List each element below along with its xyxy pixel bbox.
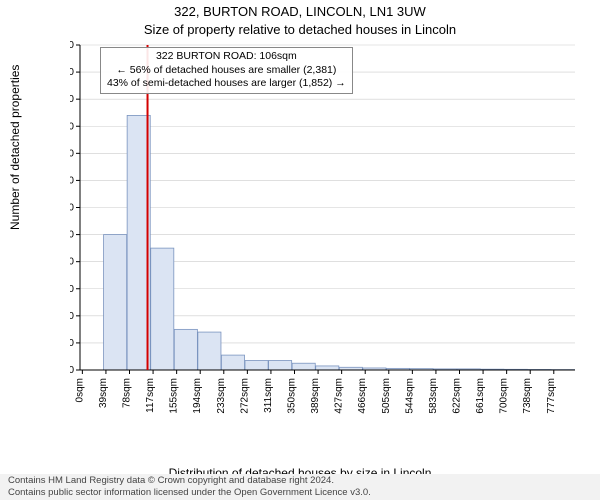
chart-subtitle: Size of property relative to detached ho… — [0, 22, 600, 37]
x-tick-label: 0sqm — [74, 378, 85, 402]
x-tick-label: 78sqm — [122, 378, 133, 408]
x-tick-label: 272sqm — [239, 378, 250, 414]
callout-line-2: ← 56% of detached houses are smaller (2,… — [107, 64, 346, 78]
histogram-svg: 0 200 400 600 800 1000 1200 1400 1600 1800 2000 220… — [70, 40, 580, 420]
histogram-bar — [151, 248, 174, 370]
y-tick-label: 0 — [70, 365, 74, 376]
x-tick-label: 738sqm — [522, 378, 533, 414]
x-tick-label: 117sqm — [145, 378, 156, 413]
x-tick-label: 194sqm — [192, 378, 203, 414]
x-tick-label: 661sqm — [475, 378, 486, 414]
histogram-bar — [174, 329, 197, 370]
footer-line-1: Contains HM Land Registry data © Crown c… — [8, 475, 592, 487]
y-tick-label: 1000 — [70, 230, 74, 241]
y-tick-label: 200 — [70, 338, 74, 349]
histogram-bar — [292, 363, 315, 370]
x-tick-label: 583sqm — [428, 378, 439, 414]
x-tick-label: 544sqm — [404, 378, 415, 414]
y-tick-label: 800 — [70, 257, 74, 268]
y-tick-label: 2200 — [70, 67, 74, 78]
x-tick-label: 427sqm — [334, 378, 345, 414]
histogram-bar — [221, 355, 244, 370]
x-tick-label: 777sqm — [546, 378, 557, 414]
y-axis-label: Number of detached properties — [8, 65, 22, 230]
histogram-bar — [198, 332, 221, 370]
histogram-bar — [104, 235, 127, 370]
x-tick-label: 622sqm — [452, 378, 463, 414]
y-tick-label: 2400 — [70, 40, 74, 51]
histogram-bar — [245, 361, 268, 370]
footer-line-2: Contains public sector information licen… — [8, 487, 592, 499]
chart-title: 322, BURTON ROAD, LINCOLN, LN1 3UW — [0, 4, 600, 19]
histogram-bar — [269, 361, 292, 370]
callout-line-1: 322 BURTON ROAD: 106sqm — [107, 50, 346, 64]
footer: Contains HM Land Registry data © Crown c… — [0, 474, 600, 500]
x-tick-label: 389sqm — [310, 378, 321, 414]
x-tick-label: 155sqm — [169, 378, 180, 414]
x-tick-label: 350sqm — [287, 378, 298, 414]
y-tick-label: 1400 — [70, 175, 74, 186]
x-tick-label: 39sqm — [98, 378, 109, 408]
y-tick-label: 600 — [70, 284, 74, 295]
x-tick-label: 233sqm — [216, 378, 227, 414]
y-tick-label: 1800 — [70, 121, 74, 132]
x-tick-label: 466sqm — [357, 378, 368, 414]
histogram-bar — [316, 366, 339, 370]
chart-container: { "title": "322, BURTON ROAD, LINCOLN, L… — [0, 0, 600, 500]
y-tick-label: 2000 — [70, 94, 74, 105]
x-tick-label: 311sqm — [263, 378, 274, 413]
y-tick-label: 1600 — [70, 148, 74, 159]
reference-callout: 322 BURTON ROAD: 106sqm ← 56% of detache… — [100, 47, 353, 94]
callout-line-3: 43% of semi-detached houses are larger (… — [107, 77, 346, 91]
x-tick-label: 700sqm — [499, 378, 510, 414]
y-tick-label: 1200 — [70, 203, 74, 214]
y-tick-label: 400 — [70, 311, 74, 322]
plot-area: 0 200 400 600 800 1000 1200 1400 1600 1800 2000 220… — [70, 40, 580, 420]
x-tick-label: 505sqm — [381, 378, 392, 414]
